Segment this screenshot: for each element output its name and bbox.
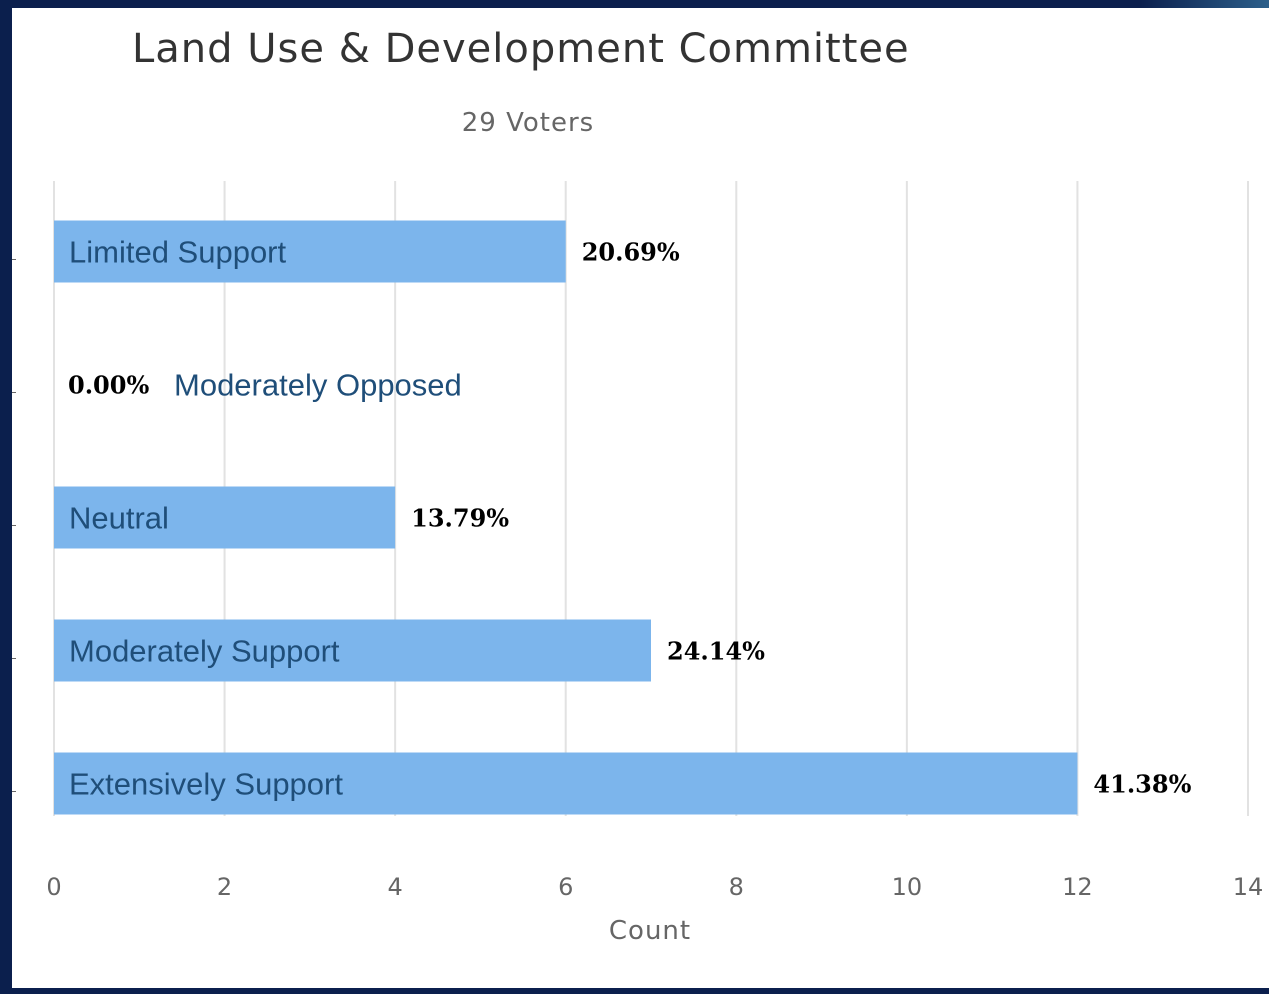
data-label-2: 13.79%	[411, 504, 509, 533]
x-tick-label-2: 4	[388, 873, 403, 901]
x-tick-label-0: 0	[46, 873, 61, 901]
bar-category-label-2: Neutral	[69, 501, 169, 536]
bar-2	[54, 486, 396, 549]
x-axis-label: Count	[608, 916, 692, 946]
x-tick-label-1: 2	[217, 873, 232, 901]
data-label-3: 24.14%	[667, 637, 765, 666]
x-tick-label-5: 10	[892, 873, 923, 901]
x-tick-label-6: 12	[1062, 873, 1093, 901]
bar-chart: 0 2 4 6 8 10 12 14 Limited Support 20.69% 0.00% Mod…	[12, 181, 1264, 901]
x-tick-label-7: 14	[1233, 873, 1264, 901]
data-label-1: 0.00%	[68, 371, 149, 400]
bar-0	[54, 220, 566, 283]
bar-category-label-1: Moderately Opposed	[174, 368, 462, 403]
bar-category-label-4: Extensively Support	[69, 767, 343, 802]
data-label-4: 41.38%	[1093, 770, 1191, 799]
bar-3	[54, 619, 651, 682]
chart-subtitle: 29 Voters	[461, 108, 595, 138]
chart-title: Land Use & Development Committee	[132, 26, 910, 72]
bar-4	[54, 752, 1078, 815]
frame-accent	[1139, 0, 1269, 10]
x-tick-label-4: 8	[729, 873, 744, 901]
bar-category-label-0: Limited Support	[69, 235, 287, 270]
chart-panel: Land Use & Development Committee 29 Vote…	[12, 8, 1269, 988]
data-label-0: 20.69%	[582, 238, 680, 267]
bar-category-label-3: Moderately Support	[69, 634, 340, 669]
x-tick-label-3: 6	[558, 873, 573, 901]
